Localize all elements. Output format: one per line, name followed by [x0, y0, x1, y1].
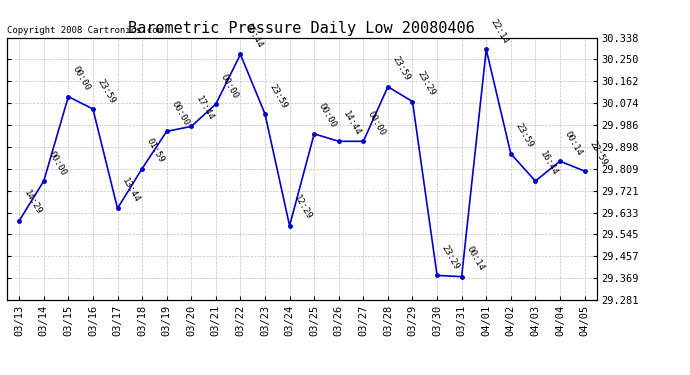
Text: 01:59: 01:59	[145, 136, 166, 165]
Text: 00:00: 00:00	[170, 99, 190, 127]
Text: 16:44: 16:44	[538, 149, 560, 177]
Text: 12:29: 12:29	[293, 194, 313, 222]
Text: 14:29: 14:29	[22, 189, 43, 217]
Text: 13:44: 13:44	[120, 176, 141, 204]
Text: 23:59: 23:59	[513, 122, 535, 150]
Text: 17:44: 17:44	[194, 94, 215, 122]
Text: 14:44: 14:44	[342, 110, 363, 137]
Text: 00:14: 00:14	[563, 129, 584, 157]
Text: 23:29: 23:29	[440, 243, 461, 271]
Title: Barometric Pressure Daily Low 20080406: Barometric Pressure Daily Low 20080406	[128, 21, 475, 36]
Text: 16:44: 16:44	[243, 22, 264, 50]
Text: 00:00: 00:00	[71, 64, 92, 93]
Text: 23:59: 23:59	[587, 139, 609, 167]
Text: 00:00: 00:00	[366, 110, 387, 137]
Text: 23:29: 23:29	[415, 70, 437, 98]
Text: 23:59: 23:59	[268, 82, 289, 110]
Text: 00:00: 00:00	[317, 102, 338, 130]
Text: 23:59: 23:59	[391, 55, 412, 82]
Text: 00:14: 00:14	[464, 245, 486, 273]
Text: 00:00: 00:00	[46, 149, 68, 177]
Text: 22:14: 22:14	[489, 18, 510, 45]
Text: Copyright 2008 Cartronics.com: Copyright 2008 Cartronics.com	[7, 26, 163, 35]
Text: 00:00: 00:00	[219, 72, 240, 100]
Text: 23:59: 23:59	[96, 77, 117, 105]
